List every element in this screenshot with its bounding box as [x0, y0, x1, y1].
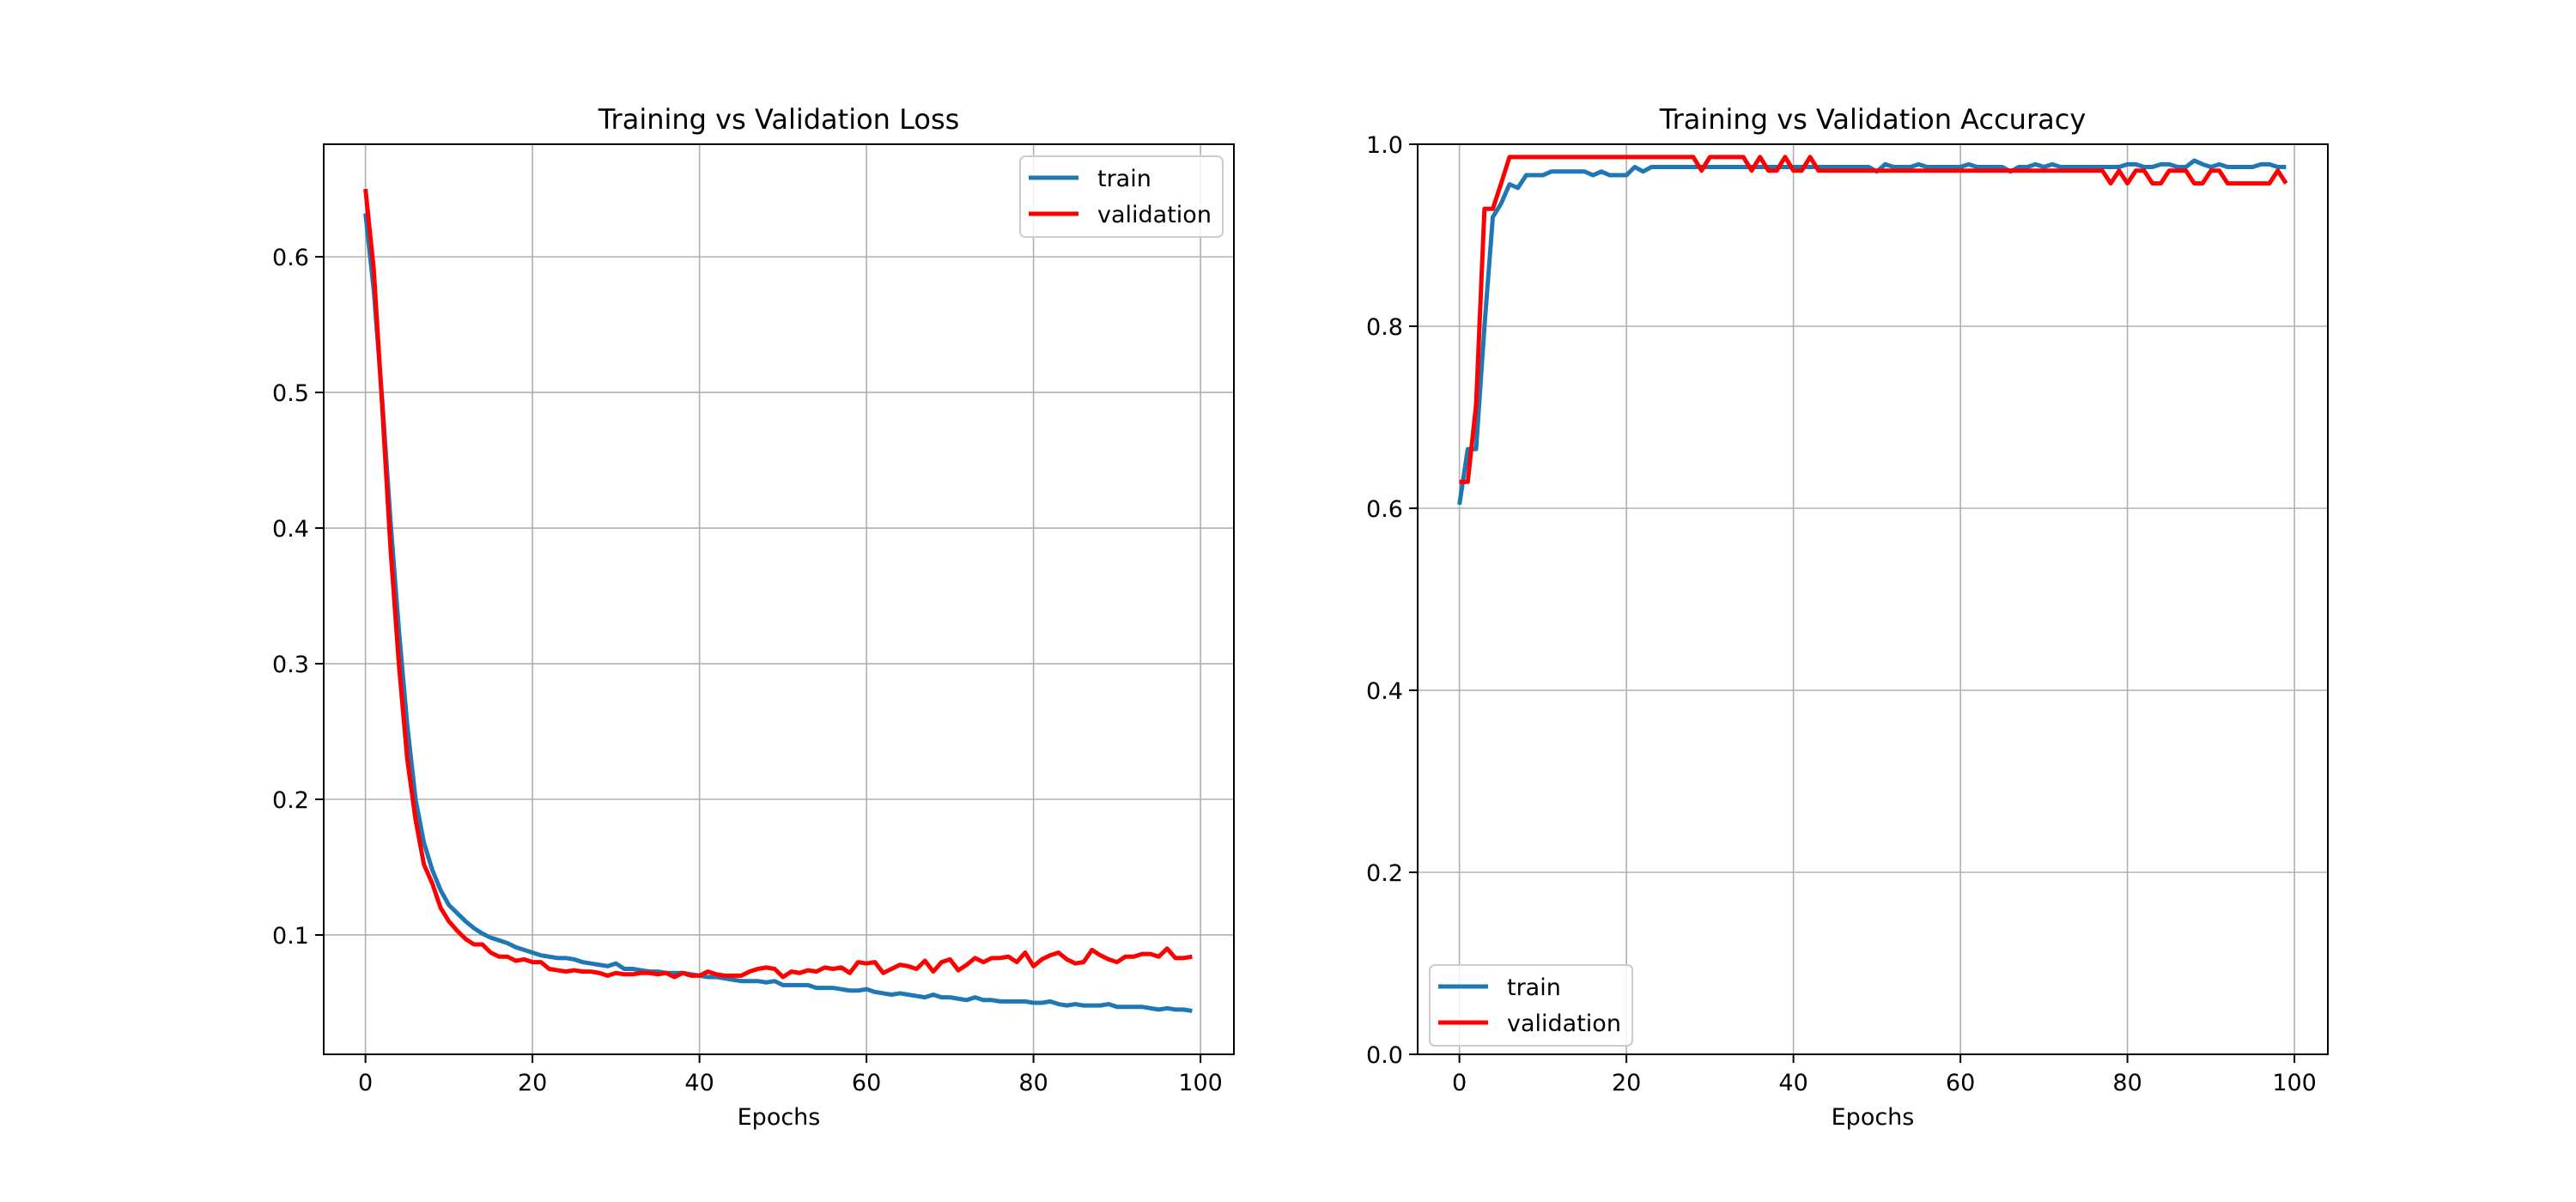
- loss-chart-axes-frame: [323, 143, 1235, 1055]
- accuracy-chart-legend: train validation: [1429, 964, 1633, 1047]
- accuracy-chart-xtick-label: 100: [2272, 1070, 2317, 1096]
- loss-chart-ytick-label: 0.3: [272, 652, 309, 678]
- accuracy-chart-xtick-label: 40: [1778, 1070, 1807, 1096]
- accuracy-chart-ytick-label: 0.0: [1366, 1042, 1403, 1069]
- accuracy-chart-title: Training vs Validation Accuracy: [1659, 103, 2087, 136]
- accuracy-chart-validation-line: [1459, 155, 2288, 484]
- loss-chart: Training vs Validation Loss Epochs 0 20 40…: [272, 103, 1235, 1131]
- loss-chart-title: Training vs Validation Loss: [598, 103, 960, 136]
- loss-chart-xtick-label: 0: [358, 1070, 373, 1096]
- accuracy-chart-axes-frame: [1417, 143, 2329, 1055]
- loss-chart-ytick-label: 0.2: [272, 787, 309, 814]
- loss-chart-legend-train-label: train: [1097, 166, 1151, 192]
- accuracy-chart-ytick-label: 0.4: [1366, 678, 1403, 705]
- loss-chart-legend: train validation: [1019, 155, 1224, 238]
- loss-chart-ytick-label: 0.5: [272, 380, 309, 407]
- accuracy-chart-ytick-label: 1.0: [1366, 132, 1403, 159]
- loss-chart-xtick-label: 60: [852, 1070, 881, 1096]
- accuracy-chart-xtick-label: 80: [2112, 1070, 2142, 1096]
- loss-chart-xlabel: Epochs: [738, 1104, 821, 1131]
- loss-chart-train-line: [363, 213, 1193, 1013]
- loss-chart-ytick-label: 0.1: [272, 923, 309, 950]
- accuracy-chart-ytick-label: 0.8: [1366, 314, 1403, 341]
- accuracy-chart-legend-train-label: train: [1507, 974, 1561, 1001]
- loss-chart-xtick-label: 80: [1018, 1070, 1048, 1096]
- accuracy-chart-train-line: [1457, 158, 2287, 506]
- accuracy-chart-xtick-label: 20: [1612, 1070, 1641, 1096]
- loss-chart-ytick-label: 0.4: [272, 516, 309, 543]
- loss-chart-ytick-label: 0.6: [272, 245, 309, 271]
- accuracy-chart-legend-validation-label: validation: [1507, 1011, 1621, 1037]
- loss-chart-legend-validation-label: validation: [1097, 202, 1212, 228]
- loss-chart-xtick-label: 100: [1178, 1070, 1223, 1096]
- accuracy-chart: Training vs Validation Accuracy Epochs 0…: [1366, 103, 2329, 1131]
- loss-chart-xtick-label: 40: [684, 1070, 714, 1096]
- accuracy-chart-ytick-label: 0.6: [1366, 496, 1403, 523]
- accuracy-chart-ytick-label: 0.2: [1366, 860, 1403, 887]
- loss-chart-validation-line: [363, 188, 1193, 980]
- accuracy-chart-xtick-label: 0: [1452, 1070, 1467, 1096]
- loss-chart-xtick-label: 20: [518, 1070, 547, 1096]
- accuracy-chart-xlabel: Epochs: [1832, 1104, 1915, 1131]
- accuracy-chart-xtick-label: 60: [1946, 1070, 1975, 1096]
